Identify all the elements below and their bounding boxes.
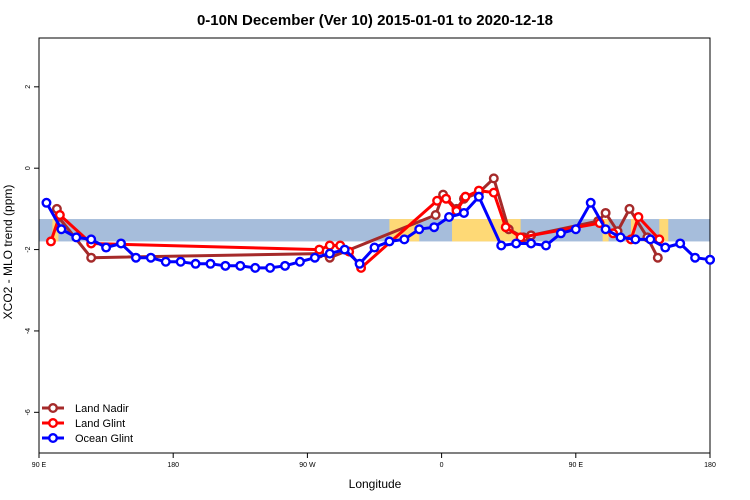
data-point bbox=[54, 209, 65, 220]
x-tick-label: 0 bbox=[440, 462, 444, 469]
data-point bbox=[384, 236, 395, 247]
data-point bbox=[615, 232, 626, 243]
data-point bbox=[540, 240, 551, 251]
data-point bbox=[705, 254, 716, 265]
data-point bbox=[324, 240, 335, 251]
data-point bbox=[86, 234, 97, 245]
data-point bbox=[526, 238, 537, 249]
legend-label: Ocean Glint bbox=[75, 433, 133, 445]
plot-frame bbox=[38, 37, 711, 454]
data-point bbox=[429, 222, 440, 233]
x-tick-label: 180 bbox=[167, 462, 179, 469]
data-point bbox=[555, 228, 566, 239]
data-point bbox=[339, 244, 350, 255]
data-point bbox=[444, 212, 455, 223]
data-point bbox=[71, 232, 82, 243]
data-point bbox=[600, 224, 611, 235]
data-point bbox=[175, 256, 186, 267]
data-point bbox=[624, 203, 635, 214]
x-tick-label: 180 bbox=[704, 462, 716, 469]
y-axis: 2 0 -2 -4 -6 bbox=[25, 85, 39, 415]
data-point bbox=[511, 238, 522, 249]
data-point bbox=[235, 260, 246, 271]
data-point bbox=[354, 258, 365, 269]
data-point bbox=[399, 234, 410, 245]
data-point bbox=[496, 240, 507, 251]
data-point bbox=[488, 173, 499, 184]
data-point bbox=[630, 234, 641, 245]
land-patch bbox=[659, 219, 669, 242]
x-axis: 90 E 180 90 W 0 90 E 180 bbox=[32, 453, 716, 469]
x-tick-label: 90 W bbox=[299, 462, 316, 469]
legend-label: Land Glint bbox=[75, 418, 125, 430]
data-point bbox=[314, 244, 325, 255]
data-point bbox=[458, 207, 469, 218]
series-land-nadir bbox=[51, 173, 663, 263]
data-point bbox=[220, 260, 231, 271]
data-point bbox=[280, 260, 291, 271]
data-point bbox=[645, 234, 656, 245]
data-point bbox=[265, 262, 276, 273]
data-point bbox=[473, 191, 484, 202]
data-point bbox=[488, 187, 499, 198]
data-point bbox=[56, 224, 67, 235]
data-point bbox=[130, 252, 141, 263]
data-point bbox=[45, 236, 56, 247]
data-point bbox=[41, 197, 52, 208]
legend-swatch-marker bbox=[48, 418, 59, 429]
legend-swatch-marker bbox=[48, 433, 59, 444]
y-axis-title: XCO2 - MLO trend (ppm) bbox=[1, 185, 15, 320]
data-point bbox=[101, 242, 112, 253]
data-point bbox=[309, 252, 320, 263]
legend-item-land-nadir: Land Nadir bbox=[42, 403, 129, 415]
x-tick-label: 90 E bbox=[569, 462, 584, 469]
data-point bbox=[652, 252, 663, 263]
y-tick-label: -4 bbox=[25, 328, 32, 334]
data-point bbox=[294, 256, 305, 267]
y-tick-label: 2 bbox=[25, 85, 32, 89]
legend-item-ocean-glint: Ocean Glint bbox=[42, 433, 133, 445]
x-tick-label: 90 E bbox=[32, 462, 47, 469]
legend-item-land-glint: Land Glint bbox=[42, 418, 125, 430]
data-point bbox=[500, 222, 511, 233]
data-point bbox=[675, 238, 686, 249]
data-point bbox=[250, 262, 261, 273]
data-point bbox=[585, 197, 596, 208]
y-tick-label: -6 bbox=[25, 409, 32, 415]
data-point bbox=[633, 212, 644, 223]
data-point bbox=[86, 252, 97, 263]
data-point bbox=[205, 258, 216, 269]
legend: Land Nadir Land Glint Ocean Glint bbox=[42, 403, 133, 445]
y-tick-label: -2 bbox=[25, 246, 32, 252]
data-point bbox=[190, 258, 201, 269]
data-point bbox=[116, 238, 127, 249]
chart-title: 0-10N December (Ver 10) 2015-01-01 to 20… bbox=[197, 12, 553, 29]
data-point bbox=[600, 207, 611, 218]
ocean-band bbox=[39, 219, 710, 242]
data-point bbox=[570, 224, 581, 235]
legend-label: Land Nadir bbox=[75, 403, 129, 415]
data-point bbox=[690, 252, 701, 263]
data-point bbox=[660, 242, 671, 253]
series-ocean-glint bbox=[41, 191, 716, 273]
y-tick-label: 0 bbox=[25, 166, 32, 170]
x-axis-title: Longitude bbox=[349, 477, 402, 491]
series-group bbox=[41, 173, 716, 273]
data-point bbox=[414, 224, 425, 235]
data-point bbox=[441, 193, 452, 204]
data-point bbox=[460, 191, 471, 202]
legend-swatch-marker bbox=[48, 403, 59, 414]
data-point bbox=[160, 256, 171, 267]
data-point bbox=[145, 252, 156, 263]
data-point bbox=[430, 209, 441, 220]
data-point bbox=[369, 242, 380, 253]
data-point bbox=[432, 195, 443, 206]
data-point bbox=[324, 248, 335, 259]
